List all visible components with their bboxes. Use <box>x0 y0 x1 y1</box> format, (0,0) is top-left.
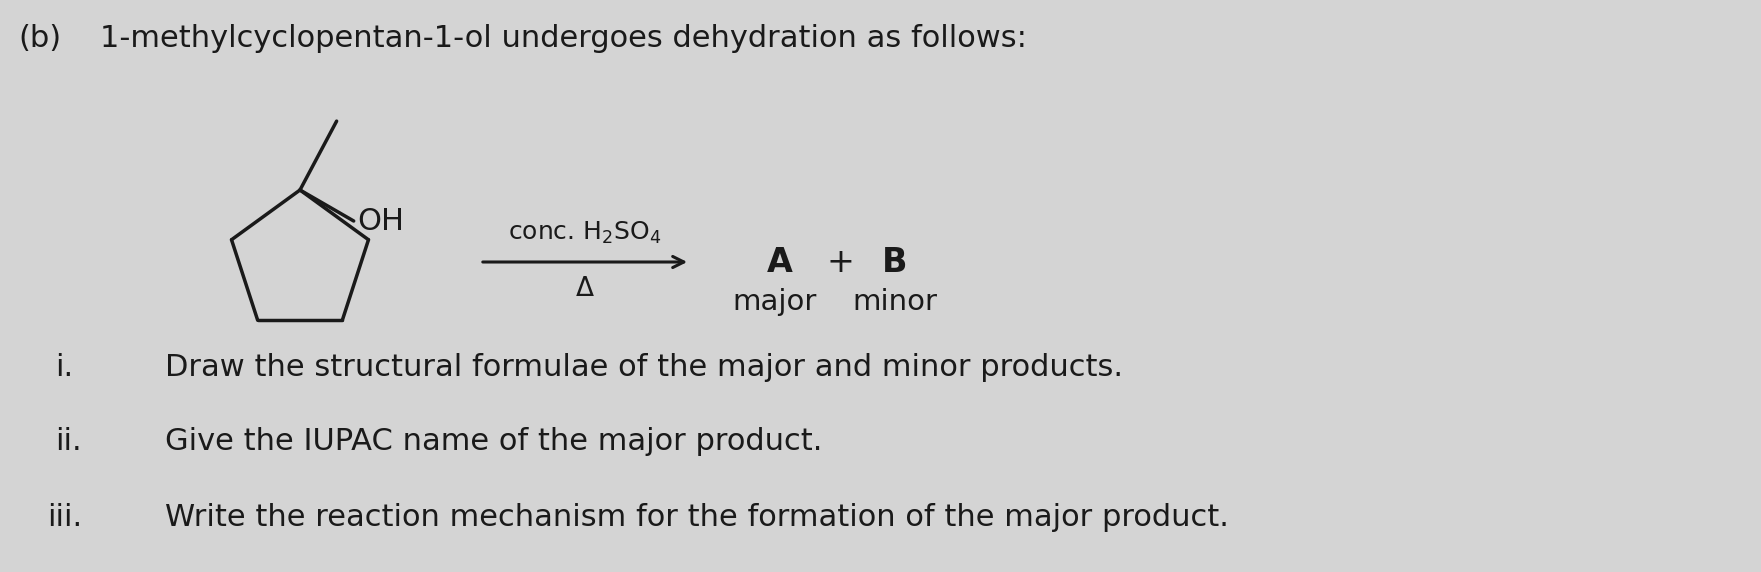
Text: +: + <box>826 245 854 279</box>
Text: OH: OH <box>357 206 405 236</box>
Text: major: major <box>733 288 817 316</box>
Text: minor: minor <box>852 288 937 316</box>
Text: Write the reaction mechanism for the formation of the major product.: Write the reaction mechanism for the for… <box>166 502 1229 531</box>
Text: i.: i. <box>55 352 74 382</box>
Text: 1-methylcyclopentan-1-ol undergoes dehydration as follows:: 1-methylcyclopentan-1-ol undergoes dehyd… <box>100 24 1027 53</box>
Text: iii.: iii. <box>48 502 83 531</box>
Text: (b): (b) <box>18 24 62 53</box>
Text: conc. H$_2$SO$_4$: conc. H$_2$SO$_4$ <box>509 220 662 246</box>
Text: Δ: Δ <box>576 276 593 302</box>
Text: Draw the structural formulae of the major and minor products.: Draw the structural formulae of the majo… <box>166 352 1124 382</box>
Text: A: A <box>768 245 792 279</box>
Text: B: B <box>882 245 907 279</box>
Text: ii.: ii. <box>55 427 81 456</box>
Text: Give the IUPAC name of the major product.: Give the IUPAC name of the major product… <box>166 427 822 456</box>
